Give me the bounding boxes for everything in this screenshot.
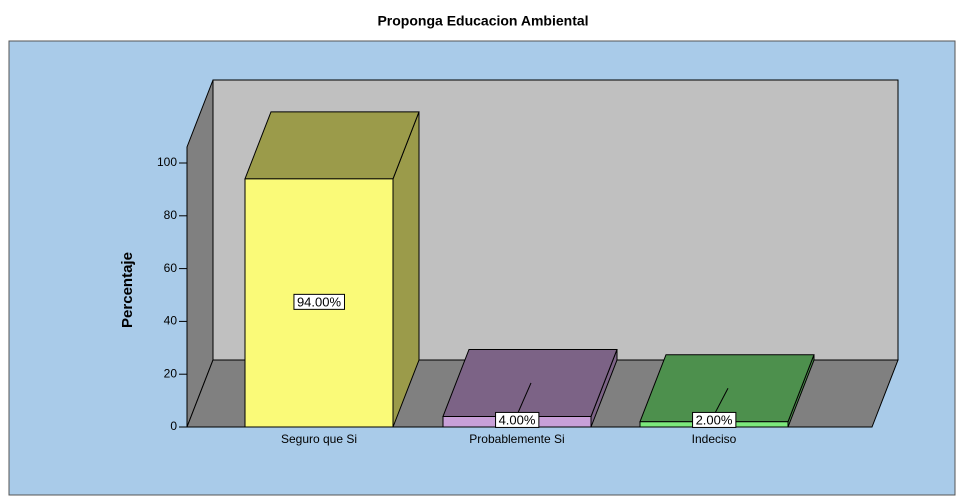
x-tick-label: Seguro que Si [281, 432, 357, 446]
value-label: 4.00% [499, 412, 536, 427]
bar-top [442, 348, 618, 417]
y-tick-label: 80 [164, 208, 178, 222]
bar [244, 111, 420, 428]
y-tick-label: 20 [164, 366, 178, 380]
y-tick-label: 60 [164, 261, 178, 275]
y-axis-label: Percentaje [119, 252, 136, 328]
value-label: 2.00% [696, 412, 733, 427]
leader-line [713, 387, 729, 416]
y-tick-label: 0 [170, 419, 177, 433]
chart-title: Proponga Educacion Ambiental [377, 13, 588, 29]
x-tick-label: Probablemente Si [469, 432, 564, 446]
value-label-box [293, 293, 345, 310]
value-label-box [495, 411, 540, 428]
value-label-box [692, 411, 737, 428]
bar [639, 354, 815, 428]
x-tick-label: Indeciso [692, 432, 737, 446]
y-tick-label: 100 [157, 155, 177, 169]
bar-top [244, 111, 420, 180]
y-tick-label: 40 [164, 314, 178, 328]
leader-line [516, 382, 532, 416]
value-label: 94.00% [297, 294, 342, 309]
